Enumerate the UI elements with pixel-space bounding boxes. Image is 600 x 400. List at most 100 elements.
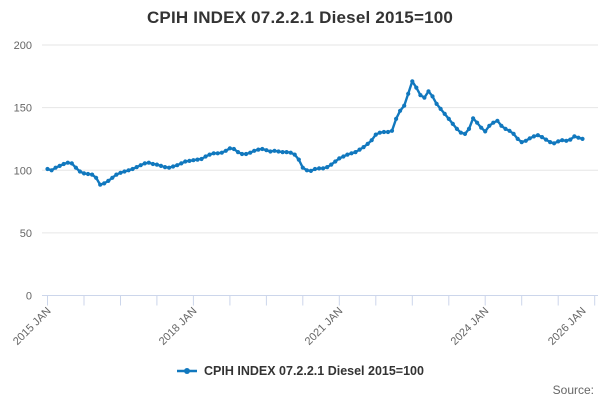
series-point[interactable]	[325, 165, 330, 170]
series-point[interactable]	[191, 158, 196, 163]
series-point[interactable]	[167, 165, 172, 170]
series-point[interactable]	[227, 146, 232, 151]
series-point[interactable]	[276, 149, 281, 154]
series-point[interactable]	[430, 94, 435, 99]
series-point[interactable]	[118, 170, 123, 175]
series-point[interactable]	[223, 148, 228, 153]
series-point[interactable]	[475, 120, 480, 125]
series-point[interactable]	[231, 146, 236, 152]
series-point[interactable]	[73, 165, 78, 170]
series-point[interactable]	[568, 137, 573, 142]
series-point[interactable]	[304, 168, 309, 173]
series-point[interactable]	[523, 138, 528, 143]
series-point[interactable]	[248, 150, 253, 155]
series-point[interactable]	[211, 151, 216, 156]
series-point[interactable]	[114, 172, 119, 177]
series-point[interactable]	[296, 157, 301, 162]
series-point[interactable]	[454, 126, 459, 131]
series-point[interactable]	[215, 151, 220, 156]
series-point[interactable]	[317, 166, 322, 171]
series-point[interactable]	[499, 123, 504, 128]
series-point[interactable]	[175, 163, 180, 168]
series-point[interactable]	[81, 171, 87, 176]
series-point[interactable]	[434, 101, 439, 106]
series-point[interactable]	[130, 166, 135, 172]
series-point[interactable]	[268, 149, 273, 154]
series-point[interactable]	[126, 168, 131, 173]
series-point[interactable]	[106, 178, 111, 183]
series-point[interactable]	[284, 150, 289, 155]
series-point[interactable]	[300, 165, 305, 170]
series-point[interactable]	[361, 145, 366, 150]
series-point[interactable]	[235, 150, 241, 155]
series-point[interactable]	[280, 150, 285, 155]
series-point[interactable]	[134, 165, 139, 170]
series-point[interactable]	[442, 111, 447, 116]
series-point[interactable]	[458, 130, 463, 135]
series-point[interactable]	[138, 163, 143, 168]
series-point[interactable]	[122, 169, 127, 174]
series-point[interactable]	[53, 165, 58, 170]
series-point[interactable]	[422, 95, 427, 100]
series-point[interactable]	[150, 161, 155, 167]
series-point[interactable]	[162, 165, 168, 170]
series-point[interactable]	[146, 160, 151, 165]
series-point[interactable]	[471, 116, 476, 121]
series-point[interactable]	[353, 150, 358, 155]
series-point[interactable]	[142, 161, 147, 166]
series-point[interactable]	[199, 156, 204, 162]
series-point[interactable]	[511, 131, 516, 136]
series-point[interactable]	[329, 162, 334, 167]
series-point[interactable]	[345, 152, 350, 157]
series-point[interactable]	[539, 135, 545, 140]
series-point[interactable]	[373, 132, 378, 137]
series-point[interactable]	[179, 161, 184, 166]
series-point[interactable]	[385, 129, 391, 135]
series-point[interactable]	[260, 146, 265, 152]
series-point[interactable]	[531, 134, 537, 139]
series-point[interactable]	[308, 168, 313, 173]
series-point[interactable]	[381, 129, 386, 135]
series-point[interactable]	[406, 91, 411, 96]
series-point[interactable]	[483, 129, 488, 134]
series-point[interactable]	[349, 151, 354, 156]
series-point[interactable]	[154, 162, 159, 167]
series-point[interactable]	[450, 121, 455, 126]
series-point[interactable]	[321, 166, 326, 171]
series-point[interactable]	[369, 138, 374, 143]
series-point[interactable]	[377, 130, 382, 135]
series-point[interactable]	[57, 163, 62, 168]
series-point[interactable]	[410, 79, 415, 84]
series-point[interactable]	[438, 106, 443, 111]
series-point[interactable]	[195, 157, 200, 162]
series-point[interactable]	[548, 140, 553, 145]
series-point[interactable]	[402, 103, 407, 108]
series-point[interactable]	[341, 154, 346, 159]
series-point[interactable]	[239, 151, 245, 157]
series-point[interactable]	[264, 148, 269, 153]
series-point[interactable]	[292, 152, 297, 157]
series-point[interactable]	[572, 134, 577, 139]
series-point[interactable]	[507, 128, 512, 133]
series-point[interactable]	[556, 139, 561, 144]
series-point[interactable]	[495, 118, 500, 123]
series-point[interactable]	[414, 85, 419, 90]
series-point[interactable]	[357, 147, 362, 152]
legend-item[interactable]: CPIH INDEX 07.2.2.1 Diesel 2015=100	[176, 364, 424, 378]
series-point[interactable]	[171, 164, 176, 169]
series-point[interactable]	[288, 150, 293, 155]
series-point[interactable]	[244, 151, 249, 157]
series-point[interactable]	[187, 158, 192, 163]
series-point[interactable]	[69, 161, 74, 166]
series-point[interactable]	[479, 125, 484, 130]
series-point[interactable]	[110, 175, 115, 180]
series-point[interactable]	[446, 116, 451, 121]
series-point[interactable]	[90, 172, 95, 177]
series-point[interactable]	[337, 156, 342, 161]
series-point[interactable]	[552, 141, 557, 146]
series-point[interactable]	[183, 159, 188, 164]
series-point[interactable]	[576, 135, 581, 140]
series-point[interactable]	[560, 138, 565, 143]
series-point[interactable]	[564, 138, 569, 143]
series-point[interactable]	[487, 123, 492, 128]
